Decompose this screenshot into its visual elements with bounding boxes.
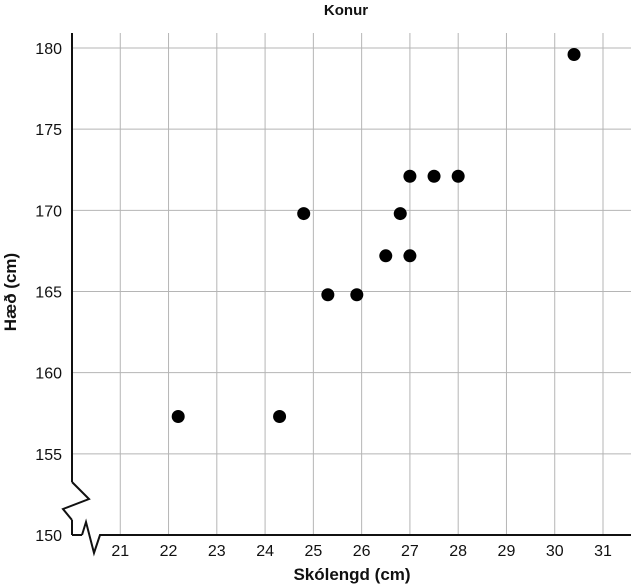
data-point <box>321 288 335 302</box>
x-tick-label: 30 <box>546 543 564 560</box>
x-tick-label: 24 <box>256 543 274 560</box>
tick-labels: 21 22 23 24 25 26 27 28 29 30 31 150 155 160 165 170 175… <box>35 41 612 560</box>
data-point <box>393 207 407 221</box>
x-tick-label: 23 <box>208 543 226 560</box>
y-axis-label: Hæð (cm) <box>1 253 20 331</box>
y-tick-label: 155 <box>35 447 62 464</box>
x-tick-label: 27 <box>401 543 419 560</box>
x-tick-label: 25 <box>304 543 322 560</box>
chart-title: Konur <box>324 2 368 19</box>
y-tick-label: 165 <box>35 285 62 302</box>
y-tick-label: 170 <box>35 203 62 220</box>
x-tick-label: 21 <box>111 543 129 560</box>
data-point <box>171 409 185 423</box>
y-tick-label: 175 <box>35 122 62 139</box>
x-tick-label: 31 <box>594 543 612 560</box>
data-point <box>403 249 417 263</box>
data-point <box>297 207 311 221</box>
data-point <box>350 288 364 302</box>
data-point <box>379 249 393 263</box>
x-tick-label: 29 <box>498 543 516 560</box>
data-point <box>403 169 417 183</box>
data-point <box>451 169 465 183</box>
grid <box>72 33 631 535</box>
y-axis-break-symbol <box>61 481 91 521</box>
y-tick-label: 160 <box>35 366 62 383</box>
y-tick-label: 150 <box>35 528 62 545</box>
x-axis-break-symbol <box>81 518 108 557</box>
y-tick-label: 180 <box>35 41 62 58</box>
axes <box>61 33 631 557</box>
x-tick-label: 28 <box>449 543 467 560</box>
data-point <box>427 169 441 183</box>
data-point <box>567 47 581 61</box>
data-point <box>273 409 287 423</box>
x-tick-label: 26 <box>353 543 371 560</box>
x-axis-label: Skólengd (cm) <box>293 565 410 584</box>
x-tick-label: 22 <box>160 543 178 560</box>
data-points <box>171 47 581 423</box>
